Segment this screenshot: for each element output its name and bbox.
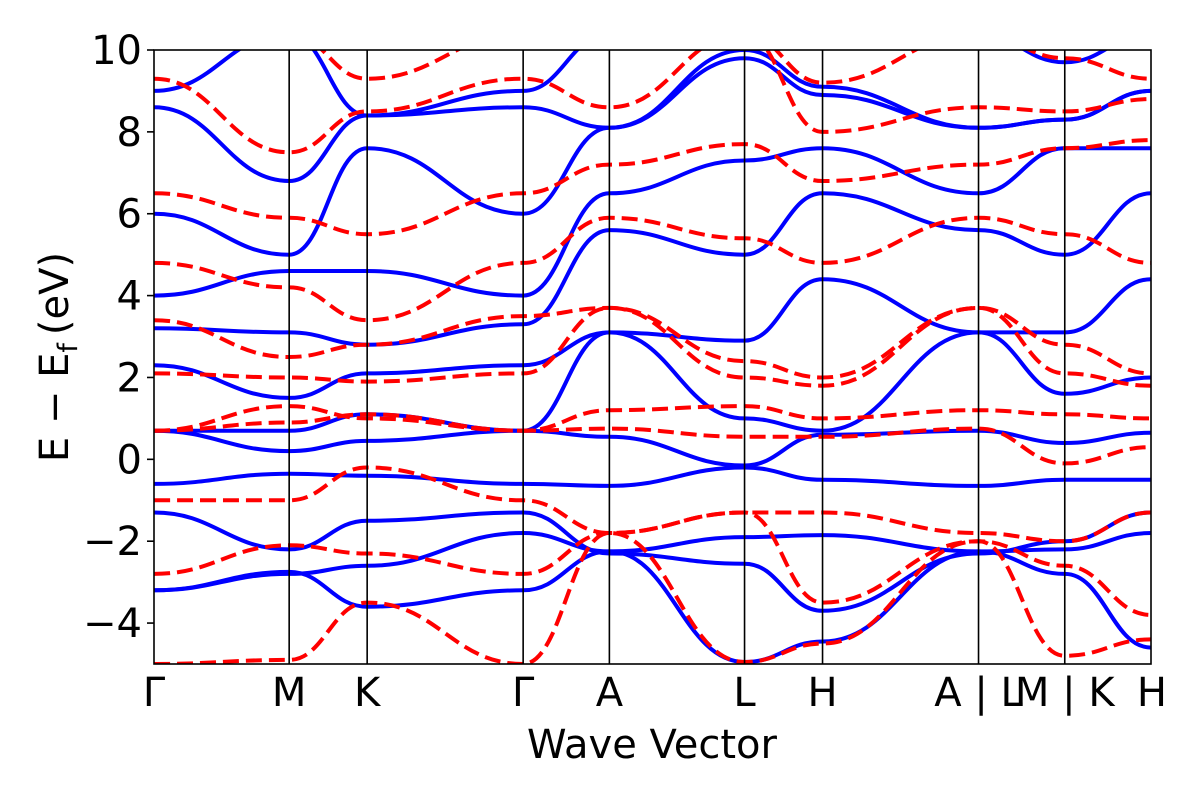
dashed-band-7 [154,215,1151,323]
x-tick-label: A | L [934,670,1023,716]
x-tick-label: H [1137,670,1167,716]
dashed-band-6 [154,305,1151,380]
solid-band-0 [154,549,1151,664]
x-tick-label: H [808,670,838,716]
x-tick-label: M | K [1015,670,1116,716]
y-tick-label: 2 [117,355,142,401]
solid-band-3 [154,465,1151,488]
dashed-band-8 [154,138,1151,237]
y-axis-label: E − Ef (eV) [32,252,84,462]
dashed-band-5 [154,305,1151,388]
y-axis-label-sub: f [53,342,84,353]
x-tick-label: L [733,670,756,716]
x-tick-label: A [596,670,624,716]
x-tick-label: Γ [512,670,535,716]
dashed-band-2 [154,465,1151,544]
solid-band-4 [154,428,1151,468]
y-tick-label: 10 [91,28,142,74]
y-axis-label-main: E − E [32,353,78,463]
y-tick-label: −2 [83,519,142,565]
y-tick-label: 6 [117,192,142,238]
solid-band-10 [154,50,1151,183]
high-symmetry-lines [288,50,1066,664]
x-tick-label: M [272,670,307,716]
solid-band-8 [154,146,1151,298]
bands-layer [154,50,1151,664]
dashed-band-4 [154,404,1151,433]
solid-band-2 [154,510,1151,613]
y-tick-label: 4 [117,274,142,320]
x-tick-label: Γ [143,670,166,716]
y-tick-label: 8 [117,110,142,156]
x-axis-label: Wave Vector [527,722,778,768]
solid-band-6 [154,330,1151,433]
y-tick-label: 0 [117,437,142,483]
solid-band-11 [154,50,1109,118]
plot-frame [153,49,1152,665]
solid-band-9 [154,56,1151,257]
dashed-band-10 [319,50,1151,85]
solid-band-7 [154,191,1151,347]
x-tick-label: K [354,670,382,716]
y-axis-label-unit: (eV) [32,252,78,335]
y-axis-ticks: −4 −2 0 2 4 6 8 10 [83,28,154,647]
x-axis-ticks: Γ M K Γ A L H A | LM | K H [143,670,1167,716]
dashed-band-3 [154,412,1151,466]
dashed-band-9 [154,50,1151,155]
y-tick-label: −4 [83,601,142,647]
